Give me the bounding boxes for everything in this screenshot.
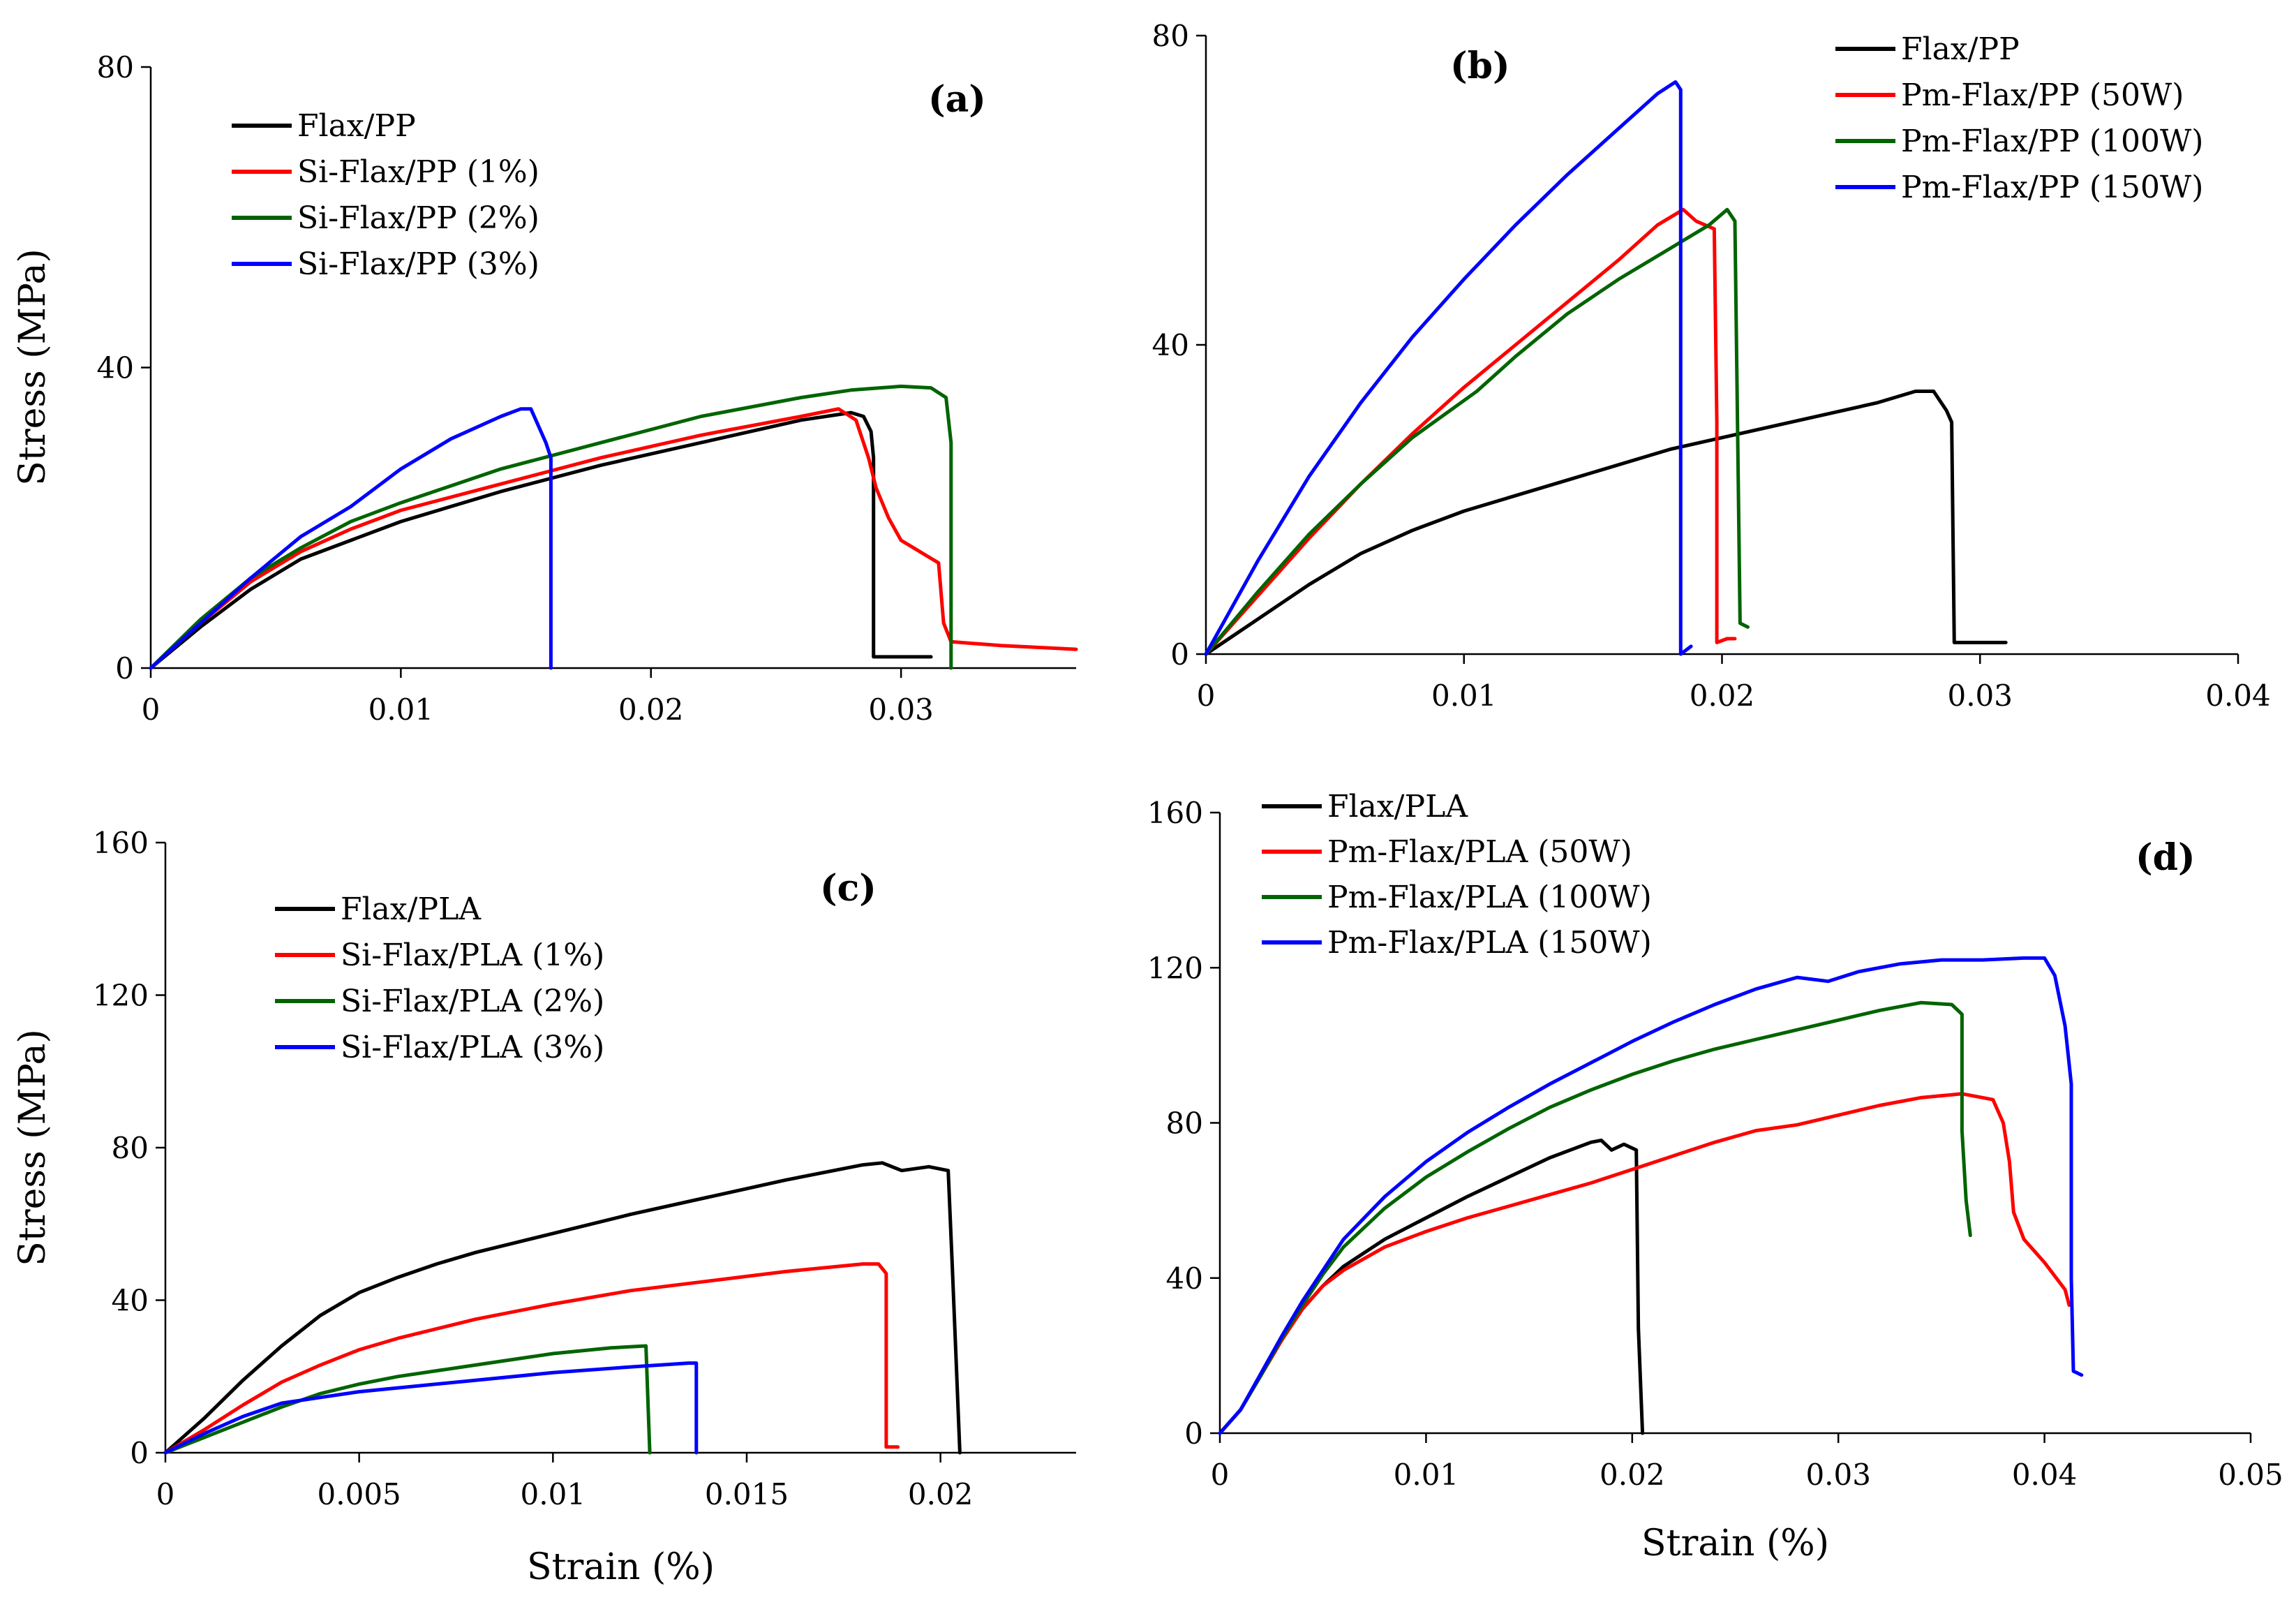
- y-tick-label: 40: [1152, 328, 1189, 362]
- y-tick-label: 160: [93, 826, 149, 860]
- x-tick-label: 0.04: [2012, 1458, 2078, 1492]
- y-tick-label: 120: [1147, 951, 1203, 985]
- legend-label: Pm-Flax/PP (150W): [1901, 170, 2203, 205]
- series-line-d-3: [1218, 956, 2084, 1435]
- panel-a: 0 40 80 0 0.01 0.02 0.03 Flax/PP Si-Flax/PP (1%)…: [12, 50, 1078, 727]
- y-tick-label: 40: [1166, 1261, 1203, 1296]
- x-tick-label: 0.05: [2218, 1458, 2283, 1492]
- legend-label: Pm-Flax/PLA (150W): [1327, 925, 1652, 961]
- x-tick-label: 0.02: [1690, 679, 1755, 713]
- series-line-c-3: [163, 1361, 699, 1455]
- series-line-c-0: [163, 1161, 962, 1455]
- panel-label: (b): [1450, 45, 1510, 87]
- y-tick-label: 0: [1170, 637, 1189, 672]
- legend-label: Pm-Flax/PLA (100W): [1327, 880, 1652, 915]
- x-tick-label: 0.02: [908, 1477, 974, 1511]
- legend-label: Pm-Flax/PP (100W): [1901, 124, 2203, 159]
- y-tick-label: 80: [1152, 19, 1189, 53]
- legend-label: Si-Flax/PLA (2%): [341, 984, 604, 1019]
- legend-label: Flax/PP: [1901, 31, 2020, 67]
- panel-label: (c): [820, 867, 877, 910]
- x-tick-label: 0: [142, 693, 161, 727]
- x-tick-label: 0.02: [1600, 1458, 1665, 1492]
- x-tick-label: 0.01: [368, 693, 434, 727]
- x-tick-label: 0: [156, 1477, 175, 1511]
- series-line-a-1: [149, 407, 1078, 670]
- x-tick-label: 0: [1197, 679, 1216, 713]
- series-line-a-0: [149, 410, 933, 670]
- panel-b: 0 40 80 0 0.01 0.02 0.03 0.04 Flax/PP Pm-Flax/PP …: [1152, 19, 2271, 713]
- x-axis-label: Strain (%): [1641, 1523, 1829, 1564]
- y-tick-label: 160: [1147, 796, 1203, 830]
- series-line-b-0: [1204, 390, 2008, 656]
- series-line-d-0: [1218, 1139, 1645, 1435]
- x-tick-label: 0.03: [1805, 1458, 1871, 1492]
- series-line-d-2: [1218, 1000, 1972, 1435]
- panel-label: (d): [2135, 836, 2196, 879]
- y-tick-label: 0: [1184, 1416, 1203, 1451]
- x-tick-label: 0.005: [318, 1477, 401, 1511]
- legend-label: Pm-Flax/PP (50W): [1901, 77, 2184, 113]
- legend-label: Flax/PP: [297, 108, 416, 144]
- legend-label: Flax/PLA: [1327, 789, 1468, 824]
- y-tick-label: 40: [112, 1284, 149, 1318]
- x-tick-label: 0.01: [1431, 679, 1497, 713]
- series-line-c-2: [163, 1344, 652, 1455]
- x-tick-label: 0.015: [705, 1477, 789, 1511]
- series-line-a-2: [149, 384, 953, 670]
- series-line-d-1: [1218, 1092, 2071, 1435]
- legend-label: Pm-Flax/PLA (50W): [1327, 834, 1632, 870]
- series-line-b-2: [1204, 207, 1750, 656]
- series-line-b-1: [1204, 207, 1737, 656]
- legend-label: Si-Flax/PLA (1%): [341, 938, 604, 973]
- x-axis-label: Strain (%): [527, 1546, 715, 1588]
- legend-label: Si-Flax/PP (3%): [297, 246, 539, 282]
- y-tick-label: 80: [112, 1131, 149, 1165]
- panel-d: 0 40 80 120 160 0 0.01 0.02 0.03 0.04 0.05 Flax/PLA…: [1147, 789, 2283, 1564]
- y-tick-label: 80: [97, 50, 134, 84]
- y-tick-label: 120: [93, 979, 149, 1013]
- legend-label: Si-Flax/PP (2%): [297, 200, 539, 236]
- x-tick-label: 0.01: [521, 1477, 586, 1511]
- series-line-c-1: [163, 1262, 900, 1455]
- y-tick-label: 80: [1166, 1106, 1203, 1141]
- x-tick-label: 0.03: [868, 693, 934, 727]
- legend-label: Flax/PLA: [341, 891, 482, 927]
- panel-label: (a): [928, 78, 986, 121]
- panel-c: 0 40 80 120 160 0 0.005 0.01 0.015 0.02 Flax/PLA Si…: [12, 826, 1076, 1588]
- y-axis-label: Stress (MPa): [12, 249, 54, 486]
- y-tick-label: 0: [130, 1436, 149, 1470]
- y-tick-label: 40: [97, 351, 134, 385]
- x-tick-label: 0.04: [2205, 679, 2271, 713]
- x-tick-label: 0.02: [618, 693, 684, 727]
- x-tick-label: 0: [1211, 1458, 1230, 1492]
- y-tick-label: 0: [115, 651, 134, 686]
- series-line-b-3: [1204, 80, 1693, 656]
- series-line-a-3: [149, 407, 553, 670]
- x-tick-label: 0.03: [1947, 679, 2013, 713]
- x-tick-label: 0.01: [1394, 1458, 1459, 1492]
- legend-label: Si-Flax/PLA (3%): [341, 1030, 604, 1065]
- legend-label: Si-Flax/PP (1%): [297, 154, 539, 190]
- y-axis-label: Stress (MPa): [12, 1029, 54, 1266]
